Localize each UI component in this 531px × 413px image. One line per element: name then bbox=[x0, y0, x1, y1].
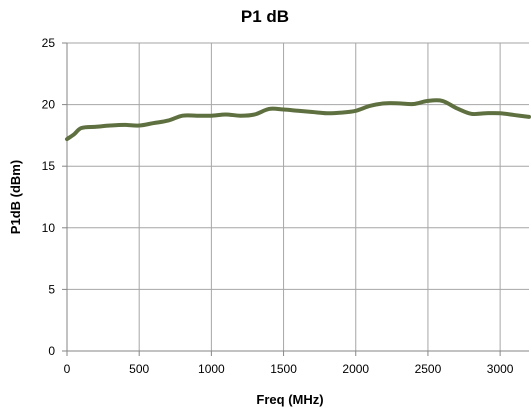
chart-title: P1 dB bbox=[241, 7, 289, 26]
y-tick-label: 25 bbox=[42, 36, 56, 50]
x-tick-label: 2500 bbox=[415, 362, 442, 376]
y-tick-label: 20 bbox=[42, 98, 56, 112]
y-tick-label: 10 bbox=[42, 221, 56, 235]
x-tick-label: 1000 bbox=[198, 362, 225, 376]
grid bbox=[62, 42, 529, 356]
y-tick-label: 5 bbox=[48, 282, 55, 296]
series-group bbox=[65, 98, 531, 142]
x-tick-label: 500 bbox=[129, 362, 149, 376]
y-tick-label: 15 bbox=[42, 159, 56, 173]
y-axis-title: P1dB (dBm) bbox=[8, 160, 23, 234]
x-axis-title: Freq (MHz) bbox=[256, 392, 323, 407]
x-tick-label: 2000 bbox=[342, 362, 369, 376]
x-tick-label: 1500 bbox=[270, 362, 297, 376]
series-line bbox=[65, 98, 531, 142]
x-tick-label: 0 bbox=[64, 362, 71, 376]
tick-labels: 0 5 10 15 20 25 0 500 1000 1500 2000 2500 3000 bbox=[42, 36, 514, 376]
y-tick-label: 0 bbox=[48, 344, 55, 358]
x-tick-label: 3000 bbox=[487, 362, 514, 376]
